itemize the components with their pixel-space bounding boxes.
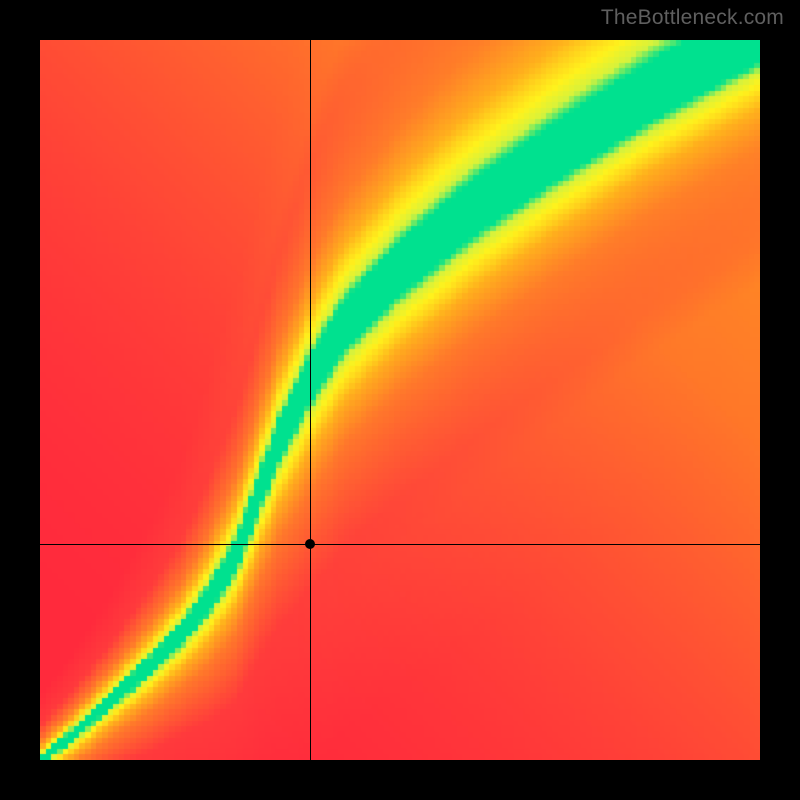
- plot-area: [40, 40, 760, 760]
- heatmap-canvas: [40, 40, 760, 760]
- crosshair-marker: [305, 539, 315, 549]
- watermark-text: TheBottleneck.com: [601, 6, 784, 30]
- crosshair-vertical: [310, 40, 311, 760]
- chart-frame: TheBottleneck.com: [0, 0, 800, 800]
- crosshair-horizontal: [40, 544, 760, 545]
